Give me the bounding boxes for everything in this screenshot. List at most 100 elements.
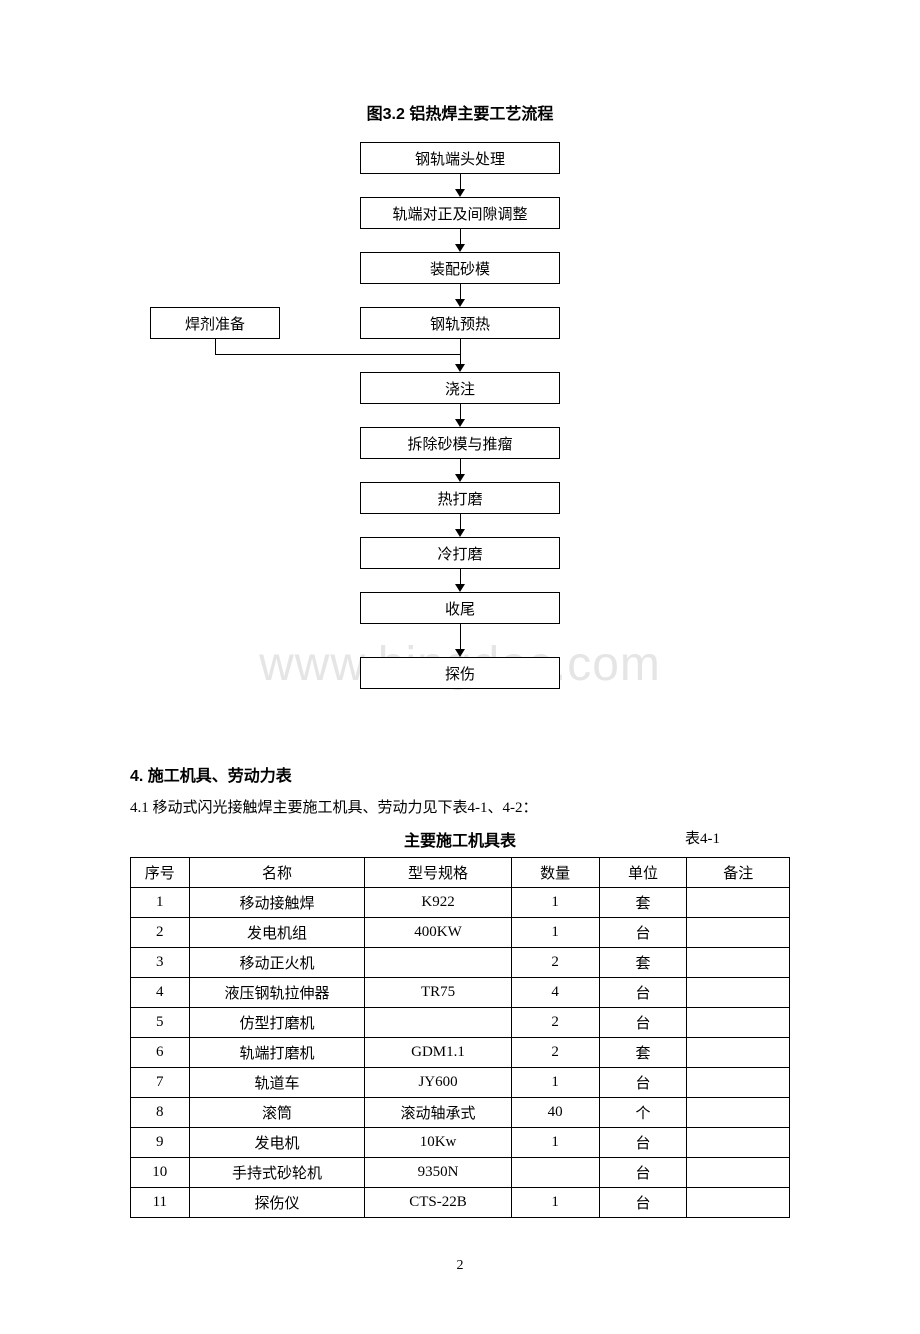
table-cell: 10Kw — [365, 1128, 511, 1158]
table-title: 主要施工机具表 — [404, 827, 516, 851]
table-cell: 轨端打磨机 — [189, 1038, 365, 1068]
equipment-table: 序号 名称 型号规格 数量 单位 备注 1移动接触焊K9221套2发电机组400… — [130, 857, 790, 1218]
flow-node: 探伤 — [360, 657, 560, 689]
arrow-down-icon — [455, 649, 465, 657]
arrow-down-icon — [455, 364, 465, 372]
section-4-1-text: 4.1 移动式闪光接触焊主要施工机具、劳动力见下表4-1、4-2： — [130, 796, 790, 817]
table-cell: 5 — [131, 1008, 190, 1038]
table-cell: 2 — [131, 918, 190, 948]
flow-connector — [460, 339, 461, 364]
flow-connector — [460, 229, 461, 244]
table-cell: 1 — [511, 1128, 599, 1158]
table-row: 4液压钢轨拉伸器TR754台 — [131, 978, 790, 1008]
flowchart: www.bingdoc.com 钢轨端头处理轨端对正及间隙调整装配砂模钢轨预热浇… — [130, 142, 790, 732]
flow-connector — [215, 339, 216, 354]
table-cell: 台 — [599, 1128, 687, 1158]
table-cell: 滚筒 — [189, 1098, 365, 1128]
flow-connector — [460, 404, 461, 419]
table-cell: 发电机组 — [189, 918, 365, 948]
arrow-down-icon — [455, 244, 465, 252]
table-cell — [687, 1038, 790, 1068]
table-header-row: 序号 名称 型号规格 数量 单位 备注 — [131, 858, 790, 888]
table-cell — [365, 948, 511, 978]
flow-node: 焊剂准备 — [150, 307, 280, 339]
arrow-down-icon — [455, 189, 465, 197]
table-row: 6轨端打磨机GDM1.12套 — [131, 1038, 790, 1068]
page-number: 2 — [130, 1258, 790, 1274]
table-row: 9发电机10Kw1台 — [131, 1128, 790, 1158]
flow-node: 冷打磨 — [360, 537, 560, 569]
table-cell: 发电机 — [189, 1128, 365, 1158]
table-row: 7轨道车JY6001台 — [131, 1068, 790, 1098]
table-cell — [511, 1158, 599, 1188]
table-cell: JY600 — [365, 1068, 511, 1098]
section-4-heading: 4. 施工机具、劳动力表 — [130, 762, 790, 786]
flow-node: 拆除砂模与推瘤 — [360, 427, 560, 459]
table-cell: TR75 — [365, 978, 511, 1008]
table-cell: 台 — [599, 918, 687, 948]
table-cell: 1 — [511, 1188, 599, 1218]
table-cell: 台 — [599, 978, 687, 1008]
table-row: 3移动正火机2套 — [131, 948, 790, 978]
table-row: 2发电机组400KW1台 — [131, 918, 790, 948]
table-cell: 10 — [131, 1158, 190, 1188]
col-header-note: 备注 — [687, 858, 790, 888]
table-cell: 1 — [511, 888, 599, 918]
table-cell: 9 — [131, 1128, 190, 1158]
table-cell: 9350N — [365, 1158, 511, 1188]
flow-connector — [460, 514, 461, 529]
table-cell — [687, 948, 790, 978]
table-cell: GDM1.1 — [365, 1038, 511, 1068]
table-cell: 400KW — [365, 918, 511, 948]
table-cell: 套 — [599, 888, 687, 918]
flow-node: 收尾 — [360, 592, 560, 624]
flow-node: 钢轨预热 — [360, 307, 560, 339]
flow-node: 热打磨 — [360, 482, 560, 514]
table-cell: CTS-22B — [365, 1188, 511, 1218]
table-cell: 1 — [131, 888, 190, 918]
flow-node: 浇注 — [360, 372, 560, 404]
table-cell: 台 — [599, 1188, 687, 1218]
table-cell: 4 — [131, 978, 190, 1008]
table-cell: 移动接触焊 — [189, 888, 365, 918]
table-cell — [687, 1068, 790, 1098]
table-cell: 套 — [599, 1038, 687, 1068]
table-cell — [687, 1008, 790, 1038]
table-cell: 4 — [511, 978, 599, 1008]
table-row: 5仿型打磨机2台 — [131, 1008, 790, 1038]
flow-node: 钢轨端头处理 — [360, 142, 560, 174]
table-cell: 8 — [131, 1098, 190, 1128]
table-row: 11探伤仪CTS-22B1台 — [131, 1188, 790, 1218]
table-cell — [687, 1098, 790, 1128]
table-row: 1移动接触焊K9221套 — [131, 888, 790, 918]
table-cell: 台 — [599, 1008, 687, 1038]
col-header-seq: 序号 — [131, 858, 190, 888]
table-cell — [687, 1188, 790, 1218]
table-row: 8滚筒滚动轴承式40个 — [131, 1098, 790, 1128]
table-cell: 1 — [511, 918, 599, 948]
arrow-down-icon — [455, 529, 465, 537]
col-header-spec: 型号规格 — [365, 858, 511, 888]
table-cell: 台 — [599, 1158, 687, 1188]
flow-connector — [460, 174, 461, 189]
table-cell — [687, 888, 790, 918]
table-number: 表4-1 — [685, 827, 720, 848]
table-cell: 40 — [511, 1098, 599, 1128]
table-cell: 轨道车 — [189, 1068, 365, 1098]
table-cell: 滚动轴承式 — [365, 1098, 511, 1128]
table-cell: 2 — [511, 1038, 599, 1068]
flow-connector — [460, 569, 461, 584]
table-cell — [365, 1008, 511, 1038]
col-header-name: 名称 — [189, 858, 365, 888]
table-cell — [687, 918, 790, 948]
flow-node: 装配砂模 — [360, 252, 560, 284]
flow-connector — [460, 459, 461, 474]
arrow-down-icon — [455, 419, 465, 427]
table-cell: 个 — [599, 1098, 687, 1128]
table-cell: 7 — [131, 1068, 190, 1098]
arrow-down-icon — [455, 584, 465, 592]
table-cell: 3 — [131, 948, 190, 978]
table-cell: 2 — [511, 1008, 599, 1038]
table-title-row: 主要施工机具表 表4-1 — [130, 827, 790, 851]
table-cell — [687, 978, 790, 1008]
